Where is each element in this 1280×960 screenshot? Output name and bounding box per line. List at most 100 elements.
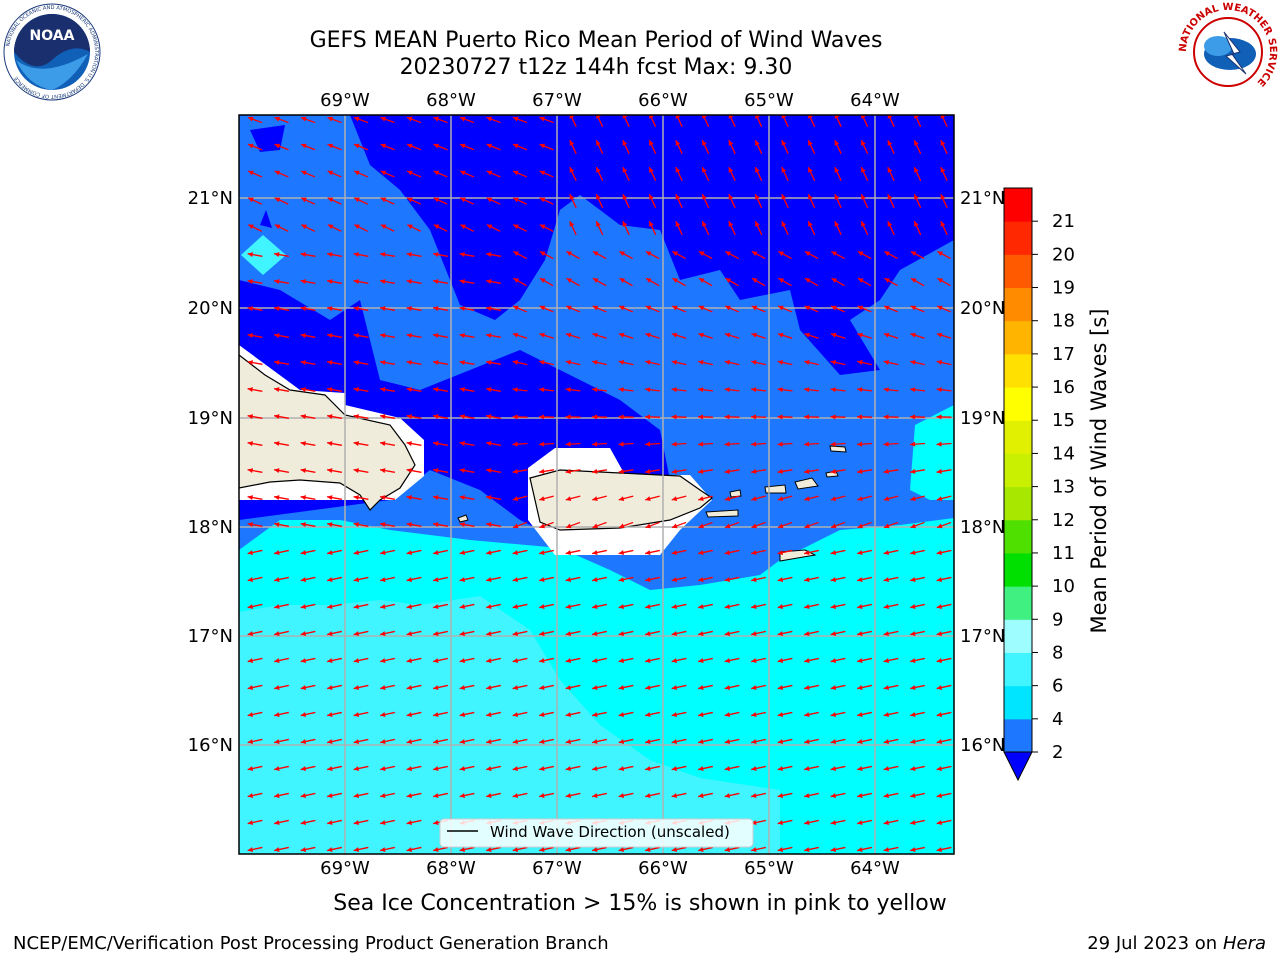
wave-arrow-head	[861, 115, 866, 119]
wave-arrow-head	[274, 279, 280, 285]
colorbar-segment	[1004, 652, 1032, 687]
wave-arrow-head	[592, 604, 598, 609]
wave-arrow-head	[274, 360, 280, 366]
wave-arrow-head	[247, 306, 253, 312]
wave-arrow-head	[910, 251, 917, 257]
wave-arrow-head	[936, 712, 943, 717]
wave-field-light	[239, 596, 780, 854]
wave-arrow-head	[857, 251, 864, 257]
wave-arrow-head	[300, 793, 307, 798]
wave-arrow-head	[407, 224, 413, 230]
wave-arrow-head	[645, 793, 651, 798]
wave-arrow-head	[301, 197, 307, 203]
wave-arrow-head	[724, 604, 731, 609]
wave-arrow-head	[486, 550, 492, 555]
wave-arrow-head	[569, 115, 575, 119]
wave-arrow-head	[777, 550, 784, 555]
wave-arrow-head	[857, 577, 863, 582]
wave-arrow-head	[513, 305, 519, 311]
wave-arrow-head	[300, 522, 306, 528]
wave-arrow-head	[645, 712, 651, 717]
wave-arrow-head	[274, 333, 280, 339]
wave-arrow-head	[724, 577, 731, 582]
wave-arrow-head	[353, 116, 360, 122]
wave-arrow-head	[459, 550, 466, 555]
wave-arrow-head	[512, 766, 519, 771]
wave-arrow-head	[512, 631, 519, 636]
colorbar-tick-label: 21	[1052, 211, 1075, 232]
wave-arrow-head	[698, 441, 704, 447]
wave-arrow-head	[777, 496, 784, 502]
wave-arrow-head	[539, 685, 545, 690]
wave-arrow-head	[486, 306, 492, 312]
lat-label-left: 20°N	[188, 298, 233, 319]
wave-arrow-head	[804, 577, 810, 582]
wave-arrow-head	[565, 604, 572, 609]
wave-arrow-head	[781, 140, 787, 146]
wave-arrow-head	[248, 143, 254, 149]
wave-arrow-head	[512, 441, 518, 447]
wave-arrow-head	[380, 387, 386, 393]
lat-label-left: 17°N	[188, 626, 233, 647]
wave-arrow-head	[539, 116, 546, 122]
wave-arrow-head	[512, 496, 519, 502]
wave-arrow-head	[486, 170, 493, 176]
wave-arrow-head	[936, 631, 943, 636]
wave-arrow-head	[512, 604, 519, 609]
lon-label-top: 68°W	[426, 90, 476, 111]
wave-arrow-head	[645, 739, 651, 744]
wave-arrow-head	[755, 194, 760, 200]
wave-arrow-head	[781, 221, 787, 227]
wave-arrow-head	[702, 194, 707, 200]
wave-arrow-head	[486, 604, 492, 609]
wave-arrow-head	[247, 441, 253, 447]
wave-arrow-head	[618, 766, 625, 771]
wave-arrow-head	[804, 523, 811, 529]
wave-arrow-head	[433, 468, 439, 474]
wave-arrow-head	[702, 140, 707, 146]
colorbar-segment	[1004, 453, 1032, 488]
wave-arrow-head	[248, 170, 254, 176]
wave-arrow-head	[380, 766, 386, 771]
wave-arrow-head	[804, 468, 810, 474]
wave-arrow-head	[698, 305, 705, 311]
wave-arrow-head	[831, 305, 837, 311]
wave-arrow-head	[751, 496, 757, 502]
wave-arrow-head	[565, 387, 571, 393]
wave-arrow-head	[353, 360, 359, 366]
lat-label-right: 20°N	[960, 298, 1005, 319]
wave-arrow-head	[300, 252, 306, 258]
wave-arrow-head	[910, 387, 916, 393]
wave-arrow-head	[645, 360, 651, 365]
wave-arrow-head	[622, 194, 628, 200]
wave-arrow-head	[622, 167, 628, 173]
wave-arrow-head	[486, 712, 492, 717]
wave-arrow-head	[433, 495, 439, 501]
wave-arrow-head	[751, 360, 757, 365]
wave-arrow-head	[486, 685, 492, 690]
wave-arrow-head	[247, 658, 254, 663]
wave-arrow-head	[830, 332, 837, 338]
wave-arrow-head	[698, 766, 704, 771]
wave-arrow-head	[698, 550, 704, 555]
wave-arrow-head	[300, 631, 307, 636]
wave-arrow-head	[565, 550, 572, 555]
wave-arrow-head	[433, 631, 439, 636]
wave-arrow-head	[486, 197, 493, 203]
wave-arrow-head	[513, 224, 519, 230]
wave-arrow-head	[247, 631, 254, 636]
wave-arrow-head	[830, 387, 836, 393]
wave-arrow-head	[459, 441, 465, 447]
wave-arrow-head	[645, 278, 652, 283]
wave-arrow-head	[433, 252, 439, 258]
colorbar-segment	[1004, 188, 1032, 222]
wave-arrow-head	[857, 360, 863, 365]
wave-arrow-head	[539, 278, 546, 283]
wave-arrow-head	[751, 847, 757, 852]
wave-arrow-head	[512, 739, 519, 744]
wave-arrow-head	[936, 387, 942, 393]
wave-arrow-head	[380, 279, 386, 285]
wave-arrow-head	[300, 766, 307, 771]
wave-arrow-head	[565, 360, 572, 365]
